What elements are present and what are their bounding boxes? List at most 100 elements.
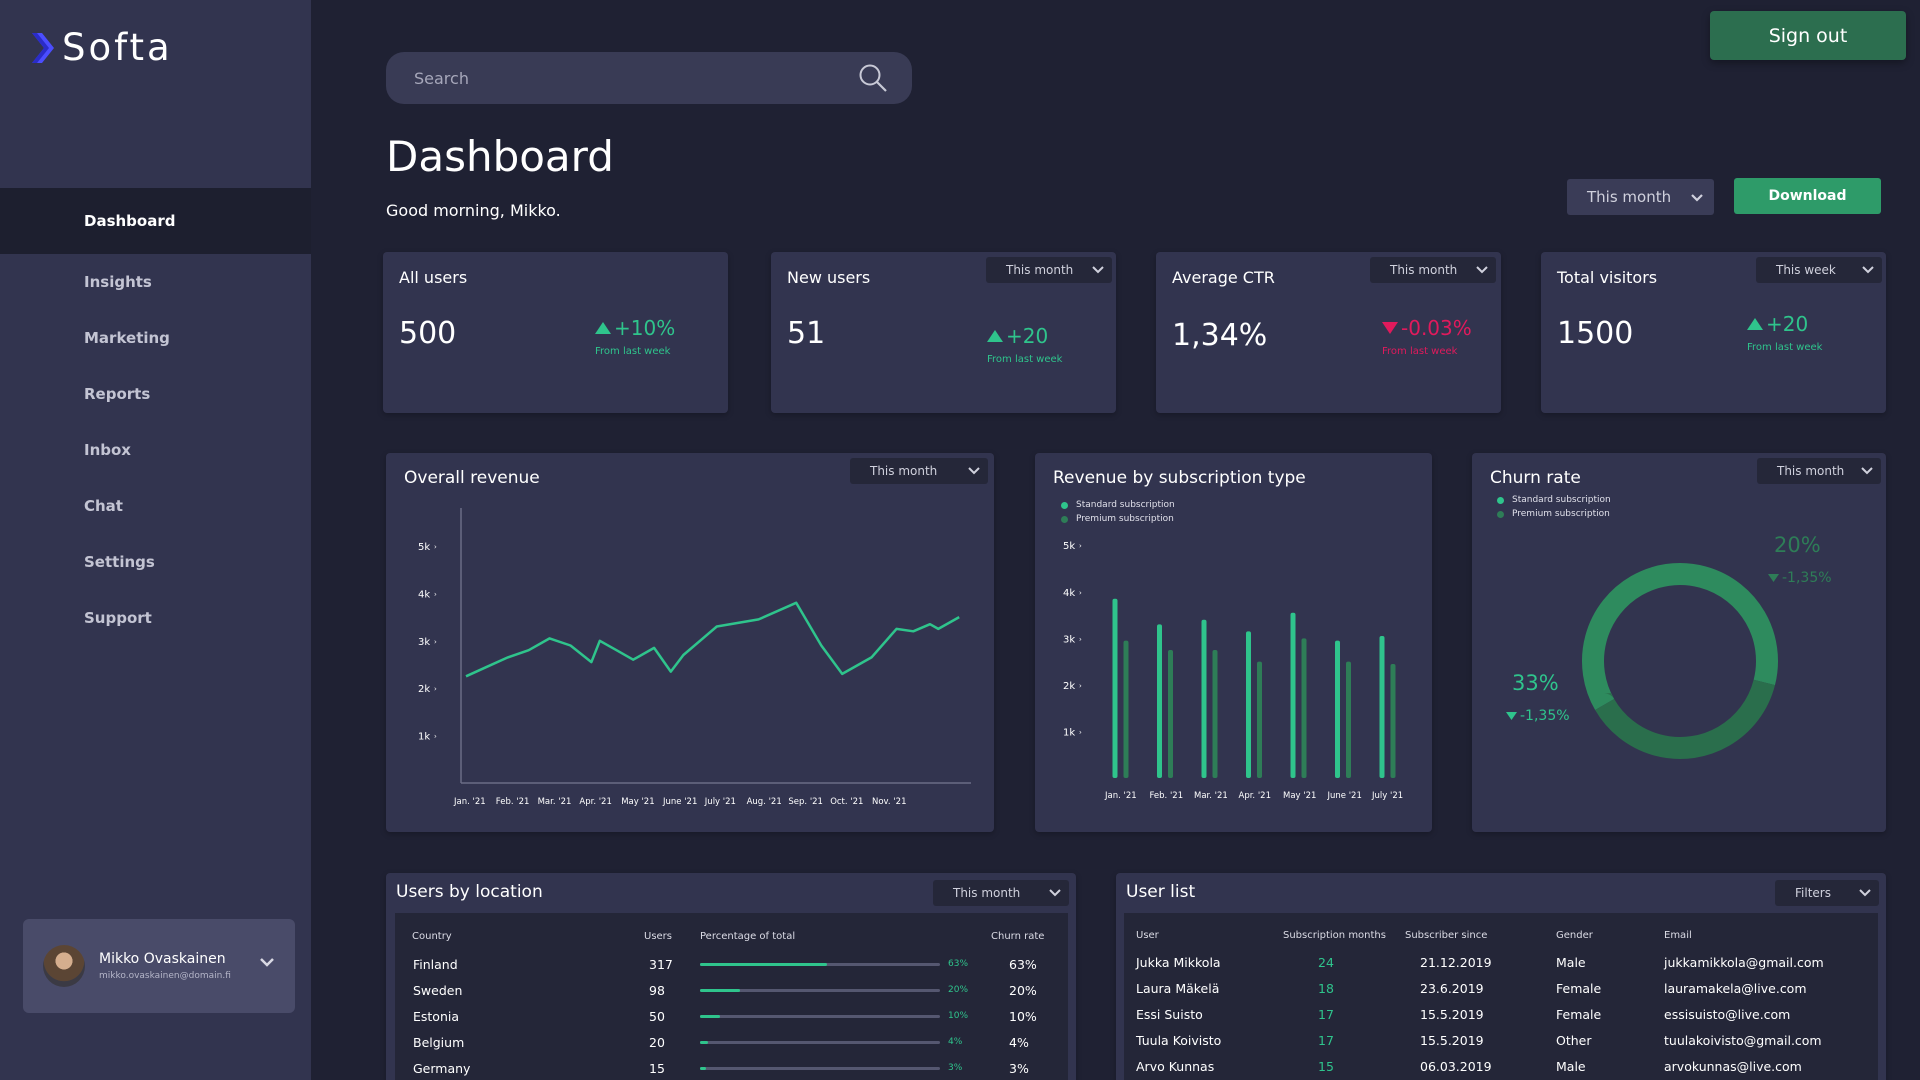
table-row[interactable]: Arvo Kunnas 15 06.03.2019 Male arvokunnas@li… (1124, 1059, 1878, 1079)
standard-churn-delta: -1,35% (1506, 708, 1570, 724)
sidebar-item-chat[interactable]: Chat (84, 497, 123, 515)
period-dropdown[interactable]: This month (1567, 179, 1714, 215)
cell-user: Essi Suisto (1136, 1007, 1203, 1022)
triangle-up-icon (1747, 318, 1763, 330)
chevron-down-icon[interactable] (259, 957, 275, 967)
sidebar-item-marketing[interactable]: Marketing (84, 329, 170, 347)
y-tick-mark: › (1079, 542, 1082, 550)
cell-country: Germany (413, 1061, 471, 1076)
col-header-user: User (1136, 930, 1159, 941)
chevron-down-icon (1861, 467, 1873, 475)
user-list-filters-dropdown[interactable]: Filters (1775, 880, 1879, 906)
cell-email[interactable]: essisuisto@live.com (1664, 1007, 1791, 1022)
user-profile-card[interactable]: Mikko Ovaskainen mikko.ovaskainen@domain… (23, 919, 295, 1013)
churn-period-dropdown[interactable]: This month (1757, 458, 1881, 484)
cell-country: Finland (413, 957, 458, 972)
download-button[interactable]: Download (1734, 178, 1881, 214)
legend-dot (1497, 510, 1504, 518)
sidebar-nav: Dashboard Insights Marketing Reports Inb… (0, 188, 311, 646)
bar-premium (1301, 638, 1307, 778)
y-tick-mark: › (1079, 635, 1082, 643)
bar-premium (1212, 649, 1218, 778)
search-input[interactable]: Search (386, 52, 912, 104)
revenue-by-subscription-panel: Revenue by subscription type Standard su… (1035, 453, 1432, 832)
legend-label: Premium subscription (1512, 509, 1610, 519)
table-row[interactable]: Finland 317 63% 63% (395, 957, 1068, 977)
chevron-down-icon (1691, 193, 1703, 202)
x-tick-label: June '21 (1327, 791, 1362, 801)
stat-card-all-users: All users 500 +10% From last week (383, 252, 728, 413)
table-row[interactable]: Estonia 50 10% 10% (395, 1009, 1068, 1029)
sidebar-item-support[interactable]: Support (84, 609, 152, 627)
cell-months: 17 (1318, 1007, 1334, 1022)
table-row[interactable]: Belgium 20 4% 4% (395, 1035, 1068, 1055)
y-tick-mark: › (1079, 728, 1082, 736)
table-row[interactable]: Laura Mäkelä 18 23.6.2019 Female lauramakela… (1124, 981, 1878, 1001)
table-row[interactable]: Sweden 98 20% 20% (395, 983, 1068, 1003)
cell-email[interactable]: lauramakela@live.com (1664, 981, 1807, 996)
col-header-churn: Churn rate (991, 931, 1045, 942)
revenue-period-dropdown[interactable]: This month (850, 458, 988, 484)
stat-value: 500 (399, 316, 457, 351)
bar-standard (1201, 619, 1207, 778)
premium-churn-delta: -1,35% (1768, 570, 1832, 586)
cell-users: 98 (649, 983, 665, 998)
cell-users: 317 (649, 957, 673, 972)
chevron-down-icon (1862, 266, 1874, 274)
table-row[interactable]: Tuula Koivisto 17 15.5.2019 Other tuulakoivi… (1124, 1033, 1878, 1053)
percentage-bar-fill (700, 1015, 721, 1018)
panel-title: Revenue by subscription type (1053, 468, 1306, 488)
bar-premium (1168, 649, 1173, 778)
sidebar-item-dashboard[interactable]: Dashboard (0, 188, 311, 254)
stat-period-dropdown[interactable]: This week (1756, 257, 1882, 283)
premium-churn-pct: 20% (1774, 533, 1821, 557)
avatar (43, 945, 85, 987)
churn-donut-chart (1582, 563, 1778, 759)
triangle-down-icon (1506, 712, 1517, 720)
sidebar-item-reports[interactable]: Reports (84, 385, 151, 403)
cell-churn: 20% (1009, 983, 1037, 998)
cell-months: 18 (1318, 981, 1334, 996)
table-row[interactable]: Essi Suisto 17 15.5.2019 Female essisuisto@l… (1124, 1007, 1878, 1027)
stat-title: All users (399, 268, 468, 287)
stat-period-dropdown[interactable]: This month (986, 257, 1112, 283)
cell-email[interactable]: tuulakoivisto@gmail.com (1664, 1033, 1822, 1048)
x-tick-label: Mar. '21 (1194, 791, 1228, 801)
percentage-label: 20% (948, 985, 969, 995)
bar-premium (1123, 640, 1129, 778)
stat-card-average-ctr: Average CTR This month 1,34% -0.03% From… (1156, 252, 1501, 413)
sidebar-item-settings[interactable]: Settings (84, 553, 155, 571)
table-row[interactable]: Germany 15 3% 3% (395, 1061, 1068, 1080)
bar-standard (1157, 624, 1162, 778)
bar-premium (1390, 663, 1396, 778)
sidebar-item-inbox[interactable]: Inbox (84, 441, 131, 459)
cell-user: Laura Mäkelä (1136, 981, 1220, 996)
x-tick-label: Nov. '21 (872, 797, 907, 807)
sign-out-button[interactable]: Sign out (1710, 11, 1906, 60)
app-logo[interactable]: Softa (30, 26, 173, 69)
cell-months: 17 (1318, 1033, 1334, 1048)
chart-legend: Standard subscription Premium subscripti… (1061, 500, 1175, 528)
stat-period-dropdown[interactable]: This month (1370, 257, 1496, 283)
col-header-gender: Gender (1556, 930, 1593, 941)
panel-title: Users by location (396, 882, 543, 902)
cell-churn: 63% (1009, 957, 1037, 972)
x-tick-label: Apr. '21 (1239, 791, 1271, 801)
search-icon[interactable] (858, 63, 888, 93)
stat-sub: From last week (1747, 342, 1823, 353)
search-placeholder: Search (414, 68, 469, 88)
location-period-dropdown[interactable]: This month (933, 880, 1069, 906)
logo-chevron-icon (32, 32, 54, 63)
users-by-location-panel: Users by location This month Country Use… (386, 873, 1076, 1080)
stat-value: 1,34% (1172, 318, 1268, 353)
stat-sub: From last week (987, 354, 1063, 365)
stat-delta: +20 (1747, 312, 1808, 336)
triangle-up-icon (595, 322, 611, 334)
cell-email[interactable]: arvokunnas@live.com (1664, 1059, 1802, 1074)
sidebar-item-insights[interactable]: Insights (84, 273, 152, 291)
y-tick-label: 1k (1063, 727, 1075, 738)
cell-country: Estonia (413, 1009, 460, 1024)
cell-email[interactable]: jukkamikkola@gmail.com (1664, 955, 1824, 970)
table-row[interactable]: Jukka Mikkola 24 21.12.2019 Male jukkamikkol… (1124, 955, 1878, 975)
x-tick-label: May '21 (621, 797, 654, 807)
